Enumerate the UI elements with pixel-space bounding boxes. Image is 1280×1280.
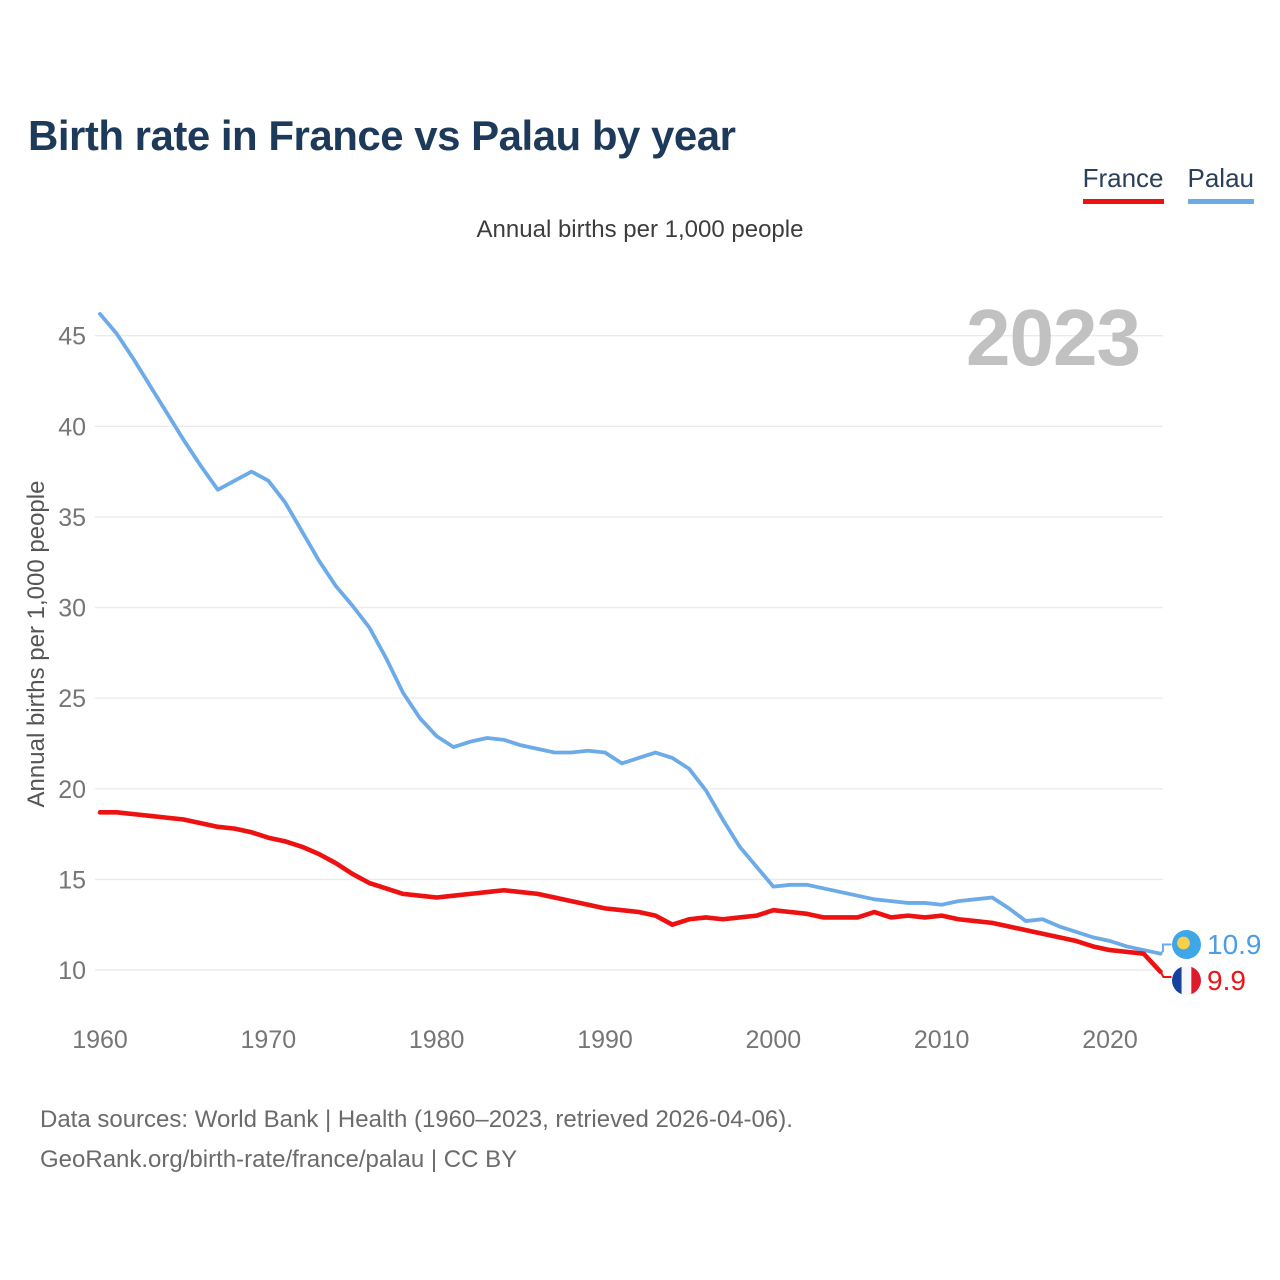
footer-attribution-line: GeoRank.org/birth-rate/france/palau | CC… — [40, 1146, 518, 1173]
y-tick-label-40: 40 — [58, 413, 86, 441]
y-tick-label-35: 35 — [58, 504, 86, 532]
palau-flag-icon — [1172, 930, 1201, 959]
chart-subtitle: Annual births per 1,000 people — [476, 216, 804, 243]
legend-item-palau[interactable]: Palau — [1187, 164, 1254, 204]
legend-item-france[interactable]: France — [1082, 164, 1164, 204]
palau-connector-line — [1159, 943, 1172, 955]
x-tick-label-2020: 2020 — [1082, 1026, 1138, 1054]
x-tick-label-2000: 2000 — [746, 1026, 802, 1054]
x-tick-label-1980: 1980 — [409, 1026, 465, 1054]
france-flag-white-stripe — [1181, 966, 1192, 995]
page-title: Birth rate in France vs Palau by year — [28, 112, 736, 160]
chart-legend: France Palau — [1082, 164, 1254, 204]
france-connector-line — [1159, 971, 1172, 978]
y-tick-label-20: 20 — [58, 776, 86, 804]
x-tick-label-1990: 1990 — [577, 1026, 633, 1054]
y-tick-label-10: 10 — [58, 957, 86, 985]
y-tick-label-45: 45 — [58, 323, 86, 351]
chart-footer: Data sources: World Bank | Health (1960–… — [40, 1100, 793, 1180]
france-flag-icon — [1172, 966, 1201, 995]
year-watermark: 2023 — [966, 293, 1140, 382]
x-tick-label-2010: 2010 — [914, 1026, 970, 1054]
palau-flag-disc — [1177, 936, 1190, 950]
y-tick-label-15: 15 — [58, 866, 86, 894]
footer-source-line: Data sources: World Bank | Health (1960–… — [40, 1106, 793, 1133]
palau-line-series — [98, 312, 1163, 956]
france-flag-red-stripe — [1191, 966, 1201, 995]
x-tick-label-1960: 1960 — [72, 1026, 128, 1054]
france-line-series — [97, 810, 1163, 975]
y-axis-title: Annual births per 1,000 people — [23, 481, 50, 808]
y-tick-label-25: 25 — [58, 685, 86, 713]
palau-end-value: 10.9 — [1207, 929, 1262, 960]
x-tick-label-1970: 1970 — [241, 1026, 297, 1054]
france-flag-blue-stripe — [1172, 966, 1182, 995]
y-tick-label-30: 30 — [58, 595, 86, 623]
france-end-value: 9.9 — [1207, 965, 1246, 996]
